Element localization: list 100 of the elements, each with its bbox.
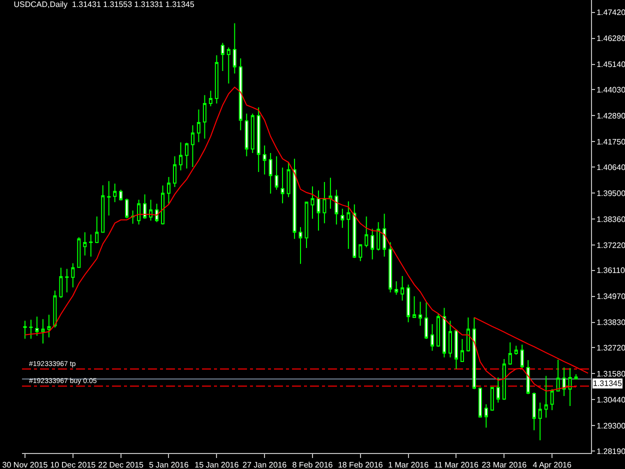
candlestick (406, 284, 410, 323)
y-tick-label: 1.41750 (596, 137, 625, 146)
candlestick (155, 203, 159, 223)
candlestick (496, 377, 500, 404)
candlestick (310, 186, 314, 220)
candlestick (538, 402, 542, 441)
candlestick (65, 268, 69, 293)
y-tick-label: 1.36110 (596, 266, 625, 276)
candlestick (442, 307, 446, 358)
candlestick (137, 199, 141, 225)
candlestick (71, 262, 75, 288)
candlestick (113, 183, 117, 203)
candlestick (83, 232, 87, 256)
candlestick (274, 156, 278, 190)
y-tick-label: 1.47420 (596, 8, 625, 18)
candlestick (550, 388, 554, 411)
candlestick (436, 314, 440, 348)
candlestick (304, 201, 308, 248)
candlestick (460, 338, 464, 362)
candlestick (166, 176, 170, 204)
candlestick (202, 94, 206, 140)
candlestick (508, 342, 512, 366)
candlestick (466, 317, 470, 352)
candlestick (400, 276, 404, 302)
x-tick-label: 23 Mar 2016 (482, 460, 528, 469)
y-tick-label: 1.38360 (596, 214, 625, 224)
x-tick-label: 22 Dec 2015 (98, 460, 144, 469)
candlestick (328, 177, 332, 210)
candlestick (394, 280, 398, 296)
candlestick (184, 142, 188, 170)
candlestick (131, 210, 135, 224)
candlestick (256, 106, 260, 172)
candlestick (490, 386, 494, 412)
candlestick (340, 208, 344, 228)
candlestick (562, 366, 566, 396)
y-tick-label: 1.32720 (596, 343, 625, 352)
x-tick-label: 15 Jan 2016 (194, 460, 240, 469)
candlestick (35, 316, 39, 336)
candlestick (226, 46, 230, 84)
chart-title: USDCAD,Daily 1.31431 1.31553 1.31331 1.31345 (14, 0, 195, 10)
candlestick (454, 328, 458, 370)
candlestick (568, 368, 572, 407)
candlestick (178, 142, 182, 171)
y-tick-label: 1.44030 (596, 85, 625, 94)
candlestick (502, 358, 506, 400)
x-tick-label: 10 Dec 2015 (50, 460, 96, 469)
candlestick (172, 156, 176, 188)
candlestick (59, 267, 63, 298)
candlestick (214, 54, 218, 104)
candlestick (119, 189, 123, 201)
y-tick-label: 1.30440 (596, 395, 625, 404)
candlestick (514, 345, 518, 356)
y-tick-label: 1.31580 (596, 369, 625, 378)
x-tick-label: 11 Mar 2016 (434, 460, 479, 469)
candlestick (448, 320, 452, 358)
candlestick (322, 182, 326, 224)
candlestick (160, 184, 165, 225)
x-tick-label: 8 Feb 2016 (292, 460, 334, 469)
candlestick (298, 226, 302, 264)
candlestick (484, 404, 488, 428)
candlestick (418, 301, 422, 326)
candlestick (232, 22, 236, 74)
candlestick (424, 302, 428, 340)
candlestick (412, 296, 416, 318)
candlestick (286, 161, 290, 198)
x-tick-label: 4 Apr 2016 (532, 460, 572, 469)
candlestick (101, 184, 105, 233)
candlestick (280, 167, 284, 204)
candlestick (41, 318, 45, 344)
candlestick (220, 42, 224, 72)
candlestick (107, 180, 111, 216)
candlestick (370, 228, 374, 260)
candlestick (574, 374, 578, 380)
candlestick (23, 320, 27, 340)
candlestick (47, 314, 51, 338)
candlestick (478, 387, 482, 418)
x-tick-label: 5 Jan 2016 (148, 460, 190, 469)
candlestick (532, 392, 536, 431)
candlestick (526, 360, 530, 395)
x-tick-label: 27 Jan 2016 (242, 460, 288, 469)
candlestick (95, 216, 99, 244)
candlestick (208, 90, 212, 107)
candlestick (89, 234, 93, 258)
x-tick-label: 18 Feb 2016 (338, 460, 384, 469)
candlestick (472, 317, 476, 390)
candlestick (143, 194, 147, 220)
y-tick-label: 1.46280 (596, 34, 625, 44)
y-tick-label: 1.33830 (596, 318, 625, 328)
candlestick (364, 216, 368, 248)
candlestick (358, 244, 362, 262)
candlestick (388, 242, 392, 293)
candlestick (196, 108, 200, 143)
candlestick (334, 189, 338, 225)
candlestick (268, 152, 272, 194)
y-tick-label: 1.29300 (596, 421, 625, 430)
candlestick (382, 213, 386, 258)
candlestick (250, 113, 254, 154)
candlestick (149, 199, 153, 222)
candlestick (29, 319, 33, 340)
candlestick (125, 198, 129, 219)
